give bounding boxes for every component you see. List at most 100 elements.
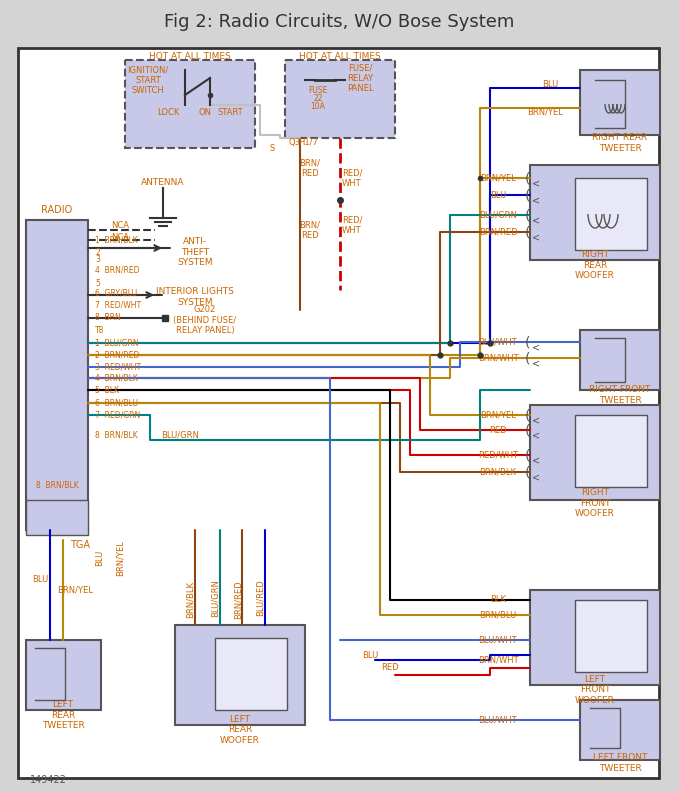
Text: <: <	[532, 430, 540, 440]
Text: (: (	[524, 448, 530, 462]
FancyBboxPatch shape	[530, 405, 660, 500]
Text: Fig 2: Radio Circuits, W/O Bose System: Fig 2: Radio Circuits, W/O Bose System	[164, 13, 514, 31]
Text: ANTI-
THEFT
SYSTEM: ANTI- THEFT SYSTEM	[177, 237, 213, 267]
Text: 1  BRN/BLK: 1 BRN/BLK	[95, 235, 138, 245]
Text: 7  RED/WHT: 7 RED/WHT	[95, 300, 141, 310]
Text: (: (	[524, 335, 530, 349]
Text: 4  BRN/RED: 4 BRN/RED	[95, 265, 139, 275]
Text: BRN/RED: BRN/RED	[479, 227, 517, 237]
Text: 3: 3	[95, 256, 100, 265]
Text: HOT AT ALL TIMES: HOT AT ALL TIMES	[299, 51, 381, 60]
Text: 10A: 10A	[310, 101, 325, 111]
Text: BRN/YEL: BRN/YEL	[115, 540, 124, 576]
Text: BRN/YEL: BRN/YEL	[480, 173, 516, 182]
Text: BLU: BLU	[362, 650, 378, 660]
Text: (: (	[524, 171, 530, 185]
Text: 8  BRN/BLK: 8 BRN/BLK	[35, 481, 78, 489]
Text: BRN/
RED: BRN/ RED	[299, 158, 320, 177]
Text: BLU/GRN: BLU/GRN	[161, 431, 199, 440]
Text: 149422: 149422	[30, 775, 67, 785]
Text: NCA: NCA	[111, 220, 129, 230]
FancyBboxPatch shape	[580, 330, 660, 390]
FancyBboxPatch shape	[575, 178, 647, 250]
Text: BRN/BLK: BRN/BLK	[479, 467, 517, 477]
Text: BRN/
RED: BRN/ RED	[299, 220, 320, 240]
Text: RED: RED	[381, 664, 399, 672]
Text: 6  BRN/BLU: 6 BRN/BLU	[95, 398, 138, 408]
Text: 4  BRN/BLK: 4 BRN/BLK	[95, 374, 138, 383]
Text: (: (	[524, 351, 530, 365]
Text: <: <	[532, 358, 540, 368]
FancyBboxPatch shape	[125, 60, 255, 148]
Text: 2: 2	[95, 248, 100, 257]
Text: ANTENNA: ANTENNA	[141, 177, 185, 186]
FancyBboxPatch shape	[575, 600, 647, 672]
Text: 5: 5	[95, 279, 100, 287]
Text: NCA: NCA	[111, 233, 129, 242]
Text: RIGHT
REAR
WOOFER: RIGHT REAR WOOFER	[575, 250, 615, 280]
Text: BLU/GRN: BLU/GRN	[479, 211, 517, 219]
Text: RED/
WHT: RED/ WHT	[342, 215, 363, 234]
Text: BLU/GRN: BLU/GRN	[210, 579, 219, 617]
Text: RED/WHT: RED/WHT	[478, 451, 518, 459]
FancyBboxPatch shape	[18, 48, 659, 778]
FancyBboxPatch shape	[580, 70, 660, 135]
Text: 1  BLU/GRN: 1 BLU/GRN	[95, 338, 139, 348]
FancyBboxPatch shape	[215, 638, 287, 710]
FancyBboxPatch shape	[26, 640, 101, 710]
Text: BLU/RED: BLU/RED	[255, 580, 265, 616]
Text: Q3: Q3	[289, 138, 301, 147]
Text: 8  BRN: 8 BRN	[95, 313, 121, 322]
Text: BRN/BLK: BRN/BLK	[185, 581, 194, 619]
Text: RIGHT REAR
TWEETER: RIGHT REAR TWEETER	[593, 133, 648, 153]
Text: BRN/BLU: BRN/BLU	[479, 611, 517, 619]
Text: 7  RED/GRN: 7 RED/GRN	[95, 410, 141, 420]
Text: BRN/YEL: BRN/YEL	[527, 108, 563, 116]
Text: (: (	[524, 208, 530, 222]
Text: LEFT
REAR
WOOFER: LEFT REAR WOOFER	[220, 715, 260, 745]
Text: LEFT
REAR
TWEETER: LEFT REAR TWEETER	[41, 700, 84, 730]
Text: RIGHT
FRONT
WOOFER: RIGHT FRONT WOOFER	[575, 488, 615, 518]
Text: T8: T8	[95, 326, 105, 334]
Text: RED/
WHT: RED/ WHT	[342, 169, 363, 188]
Text: 22: 22	[313, 93, 323, 102]
FancyBboxPatch shape	[26, 220, 88, 530]
Text: (: (	[524, 225, 530, 239]
Text: 3  RED/WHT: 3 RED/WHT	[95, 363, 141, 371]
Text: <: <	[532, 342, 540, 352]
FancyBboxPatch shape	[26, 500, 88, 535]
Text: BLU: BLU	[96, 550, 105, 566]
FancyBboxPatch shape	[530, 590, 660, 685]
Text: INTERIOR LIGHTS
SYSTEM: INTERIOR LIGHTS SYSTEM	[156, 287, 234, 307]
Text: <: <	[532, 215, 540, 225]
Text: HOT AT ALL TIMES: HOT AT ALL TIMES	[149, 51, 231, 60]
Text: 8  BRN/BLK: 8 BRN/BLK	[95, 431, 138, 440]
Text: FUSE/
RELAY
PANEL: FUSE/ RELAY PANEL	[347, 63, 373, 93]
Text: (: (	[524, 423, 530, 437]
FancyBboxPatch shape	[285, 60, 395, 138]
Text: BRN/YEL: BRN/YEL	[57, 585, 93, 595]
FancyBboxPatch shape	[175, 625, 305, 725]
Text: BRN/WHT: BRN/WHT	[478, 656, 518, 664]
Text: RADIO: RADIO	[41, 205, 73, 215]
FancyBboxPatch shape	[580, 700, 660, 760]
Text: <: <	[532, 455, 540, 465]
Text: ON: ON	[198, 108, 211, 116]
Text: BLU: BLU	[32, 576, 48, 584]
Text: IGNITION/
START
SWITCH: IGNITION/ START SWITCH	[128, 65, 168, 95]
Text: START: START	[217, 108, 243, 116]
FancyBboxPatch shape	[0, 0, 679, 42]
Text: LEFT
FRONT
WOOFER: LEFT FRONT WOOFER	[575, 675, 615, 705]
Text: RIGHT FRONT
TWEETER: RIGHT FRONT TWEETER	[589, 385, 650, 405]
Text: <: <	[532, 232, 540, 242]
Text: <: <	[532, 472, 540, 482]
FancyBboxPatch shape	[575, 415, 647, 487]
Text: (: (	[524, 408, 530, 422]
Text: 6  GRY/BLU: 6 GRY/BLU	[95, 288, 137, 298]
Text: BLK: BLK	[490, 596, 506, 604]
Text: BLU/WHT: BLU/WHT	[479, 715, 517, 725]
Text: <: <	[532, 195, 540, 205]
Text: FUSE: FUSE	[308, 86, 328, 94]
Text: (: (	[524, 465, 530, 479]
Text: 5  BLK: 5 BLK	[95, 386, 119, 394]
